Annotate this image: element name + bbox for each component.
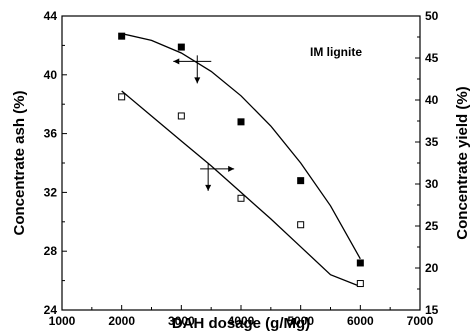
yield-point [118, 32, 126, 40]
y-right-tick-label: 50 [425, 9, 439, 23]
y-right-tick-label: 30 [425, 177, 439, 191]
x-tick-label: 5000 [287, 314, 314, 328]
y-left-tick-label: 28 [44, 244, 58, 258]
arrow-left-icon [173, 58, 212, 65]
x-tick-label: 3000 [168, 314, 195, 328]
y-right-axis-title: Concentrate yield (%) [454, 86, 471, 239]
y-left-tick-label: 40 [44, 68, 58, 82]
ash-point [356, 280, 364, 288]
ash-point [177, 112, 185, 120]
y-left-tick-label: 24 [44, 303, 58, 317]
data-points [118, 32, 364, 288]
x-tick-label: 7000 [407, 314, 434, 328]
y-left-axis-ticks: 24 28 32 36 40 44 [44, 9, 67, 317]
y-right-tick-label: 15 [425, 303, 439, 317]
y-right-tick-label: 35 [425, 135, 439, 149]
yield-point [177, 43, 185, 51]
x-tick-label: 1000 [49, 314, 76, 328]
arrow-down-icon [194, 55, 201, 84]
y-right-tick-label: 45 [425, 51, 439, 65]
x-tick-label: 6000 [347, 314, 374, 328]
y-right-tick-label: 20 [425, 261, 439, 275]
arrow-down-icon [205, 162, 212, 191]
y-left-tick-label: 44 [44, 9, 58, 23]
ash-point [237, 194, 245, 202]
y-left-tick-label: 36 [44, 127, 58, 141]
plot-frame [61, 15, 421, 311]
x-axis-title: DAH dosage (g/Mg) [172, 315, 310, 332]
ash-point [297, 221, 305, 229]
y-left-tick-label: 32 [44, 185, 58, 199]
yield-point [356, 259, 364, 267]
arrow-right-icon [200, 165, 235, 172]
y-left-axis-title: Concentrate ash (%) [11, 90, 28, 235]
yield-point [237, 118, 245, 126]
fit-lines [121, 32, 361, 288]
x-tick-label: 4000 [228, 314, 255, 328]
y-right-tick-label: 40 [425, 93, 439, 107]
fit-line-left [121, 90, 361, 288]
fit-line-right [121, 32, 361, 260]
y-right-axis-ticks: 15 20 25 30 35 40 45 50 [415, 9, 439, 317]
annotation-label: IM lignite [310, 45, 362, 59]
x-axis-ticks: 1000 2000 3000 4000 5000 6000 7000 [49, 305, 434, 328]
ash-point [118, 93, 126, 101]
yield-point [297, 177, 305, 185]
axis-arrows [173, 55, 235, 191]
y-right-tick-label: 25 [425, 219, 439, 233]
x-tick-label: 2000 [108, 314, 135, 328]
